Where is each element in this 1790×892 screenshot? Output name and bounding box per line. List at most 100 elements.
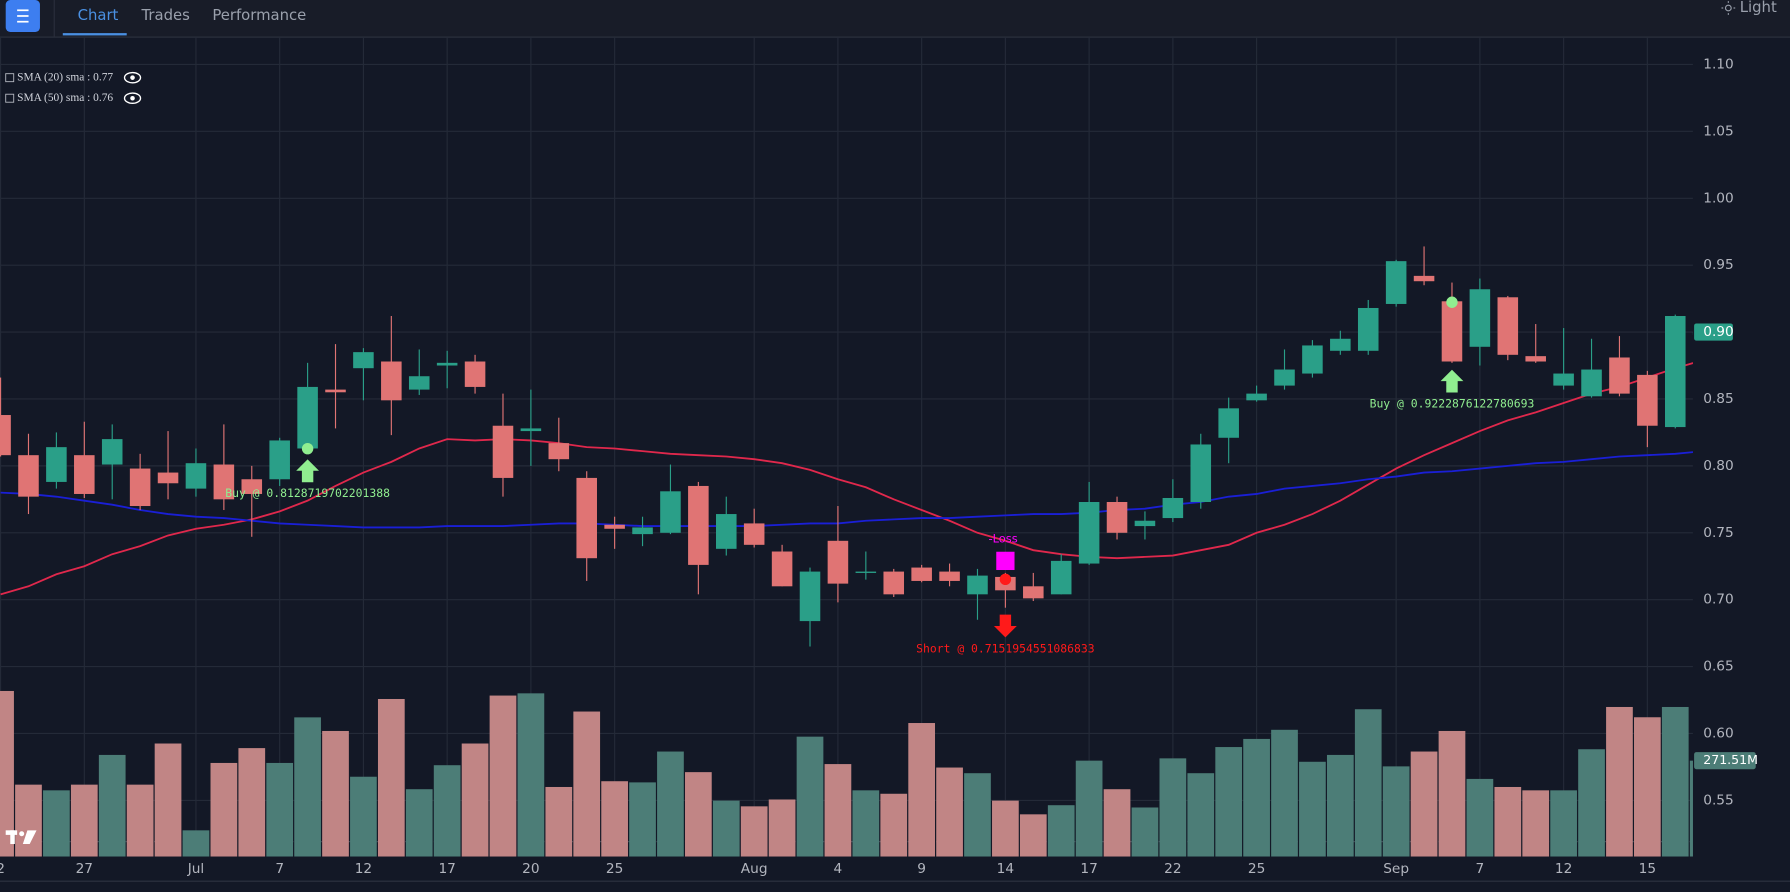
theme-toggle[interactable]: Light (1740, 0, 1777, 16)
candle-body (1441, 301, 1463, 362)
y-tick-label: 1.10 (1703, 56, 1733, 72)
header (0, 0, 1790, 37)
candle-body (1553, 373, 1574, 386)
candle-body (688, 485, 709, 565)
volume-bar (266, 762, 294, 857)
visibility-pupil (130, 95, 135, 101)
visibility-toggle[interactable] (123, 92, 142, 105)
candle-body (939, 571, 960, 581)
volume-bar (824, 764, 852, 857)
volume-bar (1271, 729, 1298, 857)
volume-bar (1131, 807, 1159, 857)
volume-bar (1159, 758, 1187, 857)
tab[interactable]: Performance (212, 7, 306, 24)
candle-body (1469, 289, 1491, 347)
volume-bar (768, 799, 796, 857)
volume-bar (489, 695, 517, 857)
sma-line (0, 451, 1693, 529)
volume-bar (1075, 760, 1103, 857)
entry-arrow (296, 459, 320, 483)
x-tick-label: 15 (1639, 861, 1656, 877)
visibility-toggle[interactable] (123, 71, 142, 84)
legend-icon (5, 93, 15, 103)
entry-label: Buy @ 0.8128719702201388 (225, 486, 390, 500)
entry-dot (1446, 296, 1458, 308)
candle-body (353, 352, 374, 369)
volume-bar (433, 765, 461, 857)
volume-bar (545, 786, 573, 857)
candle-body (1134, 520, 1156, 527)
volume-bar (238, 748, 266, 857)
volume-bar (70, 784, 98, 857)
candle-body (967, 575, 988, 595)
candle-body (716, 514, 737, 549)
last-price-tag (1694, 323, 1733, 341)
candle-body (576, 477, 597, 559)
volume-bar (1326, 754, 1354, 857)
x-tick-label: 7 (1476, 861, 1485, 877)
tab[interactable]: Trades (141, 7, 190, 24)
volume-bar (322, 730, 349, 857)
candle-body (213, 464, 235, 500)
volume-bar (1410, 751, 1438, 857)
candle-body (464, 361, 486, 387)
candle-body (101, 439, 123, 465)
volume-tag (1694, 752, 1756, 770)
volume-bar (154, 743, 182, 857)
candle-body (855, 571, 877, 573)
candle-body (74, 455, 95, 494)
volume-bar (517, 693, 545, 857)
candle-body (743, 523, 765, 545)
candle-body (799, 571, 821, 622)
x-tick-label: 27 (76, 861, 93, 877)
volume-bar (1522, 790, 1550, 857)
candle-body (46, 447, 67, 482)
candle-body (1664, 316, 1686, 428)
volume-bar (350, 776, 377, 857)
volume-bar (1103, 789, 1131, 857)
volume-bar (1215, 747, 1243, 857)
candle-body (827, 540, 849, 584)
y-tick-label: 1.05 (1703, 123, 1733, 139)
volume-bar (1689, 760, 1693, 857)
legend-entry: SMA (20) sma : 0.77 (17, 71, 113, 83)
indicators (0, 362, 1693, 596)
volume-bar (880, 793, 908, 857)
volume-bar (1438, 730, 1466, 857)
volume-bar (182, 830, 210, 857)
entry-dot (999, 573, 1012, 586)
volume-bar (712, 800, 740, 857)
volume-bar (992, 800, 1019, 857)
candle-body (520, 428, 542, 432)
tab[interactable]: Chart (78, 7, 119, 24)
x-tick-label: 12 (355, 861, 372, 877)
candle-body (1246, 393, 1267, 401)
candle-body (548, 443, 570, 460)
candle-body (269, 440, 290, 480)
candle-body (1023, 586, 1044, 599)
volume-bar (601, 781, 628, 857)
volume-bar (936, 767, 963, 857)
candle-body (1302, 345, 1323, 374)
x-tick-label: Aug (741, 861, 768, 877)
active-tab-indicator (62, 33, 127, 36)
volume-bar (1578, 749, 1605, 857)
y-tick-label: 0.70 (1703, 592, 1733, 608)
candle-body (1106, 502, 1128, 533)
candle-body (297, 386, 318, 449)
volume-bar (98, 754, 126, 857)
candle-body (408, 376, 430, 390)
volume-bar (629, 782, 656, 857)
candle-body (492, 425, 514, 478)
volume-bar (43, 790, 70, 857)
candle-body (436, 362, 458, 366)
volume-bar (573, 711, 601, 857)
candle-body (1385, 261, 1407, 304)
candle-body (18, 455, 39, 497)
candle-body (185, 463, 207, 489)
volume-bar (0, 690, 14, 857)
candle-body (1413, 275, 1435, 282)
